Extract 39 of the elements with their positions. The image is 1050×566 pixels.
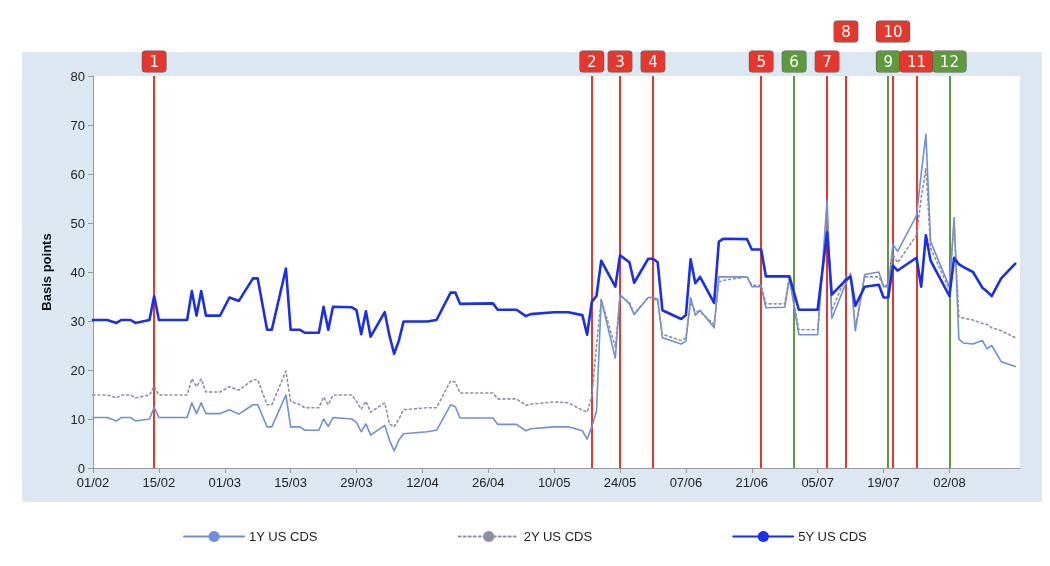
- x-tick-label: 05/07: [801, 475, 834, 490]
- ref-line-label: 7: [822, 52, 832, 71]
- y-tick-label: 70: [70, 117, 85, 133]
- y-tick-label: 40: [70, 264, 85, 280]
- y-tick-label: 0: [77, 460, 85, 476]
- ref-line-label: 11: [906, 52, 927, 71]
- y-tick-label: 30: [70, 313, 85, 329]
- x-tick-label: 26/04: [472, 475, 505, 490]
- x-tick-label: 24/05: [603, 475, 637, 490]
- y-tick-label: 50: [70, 215, 85, 231]
- legend-label: 5Y US CDS: [798, 529, 868, 544]
- ref-line-label: 8: [841, 22, 851, 41]
- x-tick-label: 02/08: [933, 475, 966, 490]
- y-tick-label: 20: [70, 362, 85, 378]
- x-tick-label: 07/06: [669, 475, 703, 490]
- x-tick-label: 15/03: [274, 475, 307, 490]
- ref-line-label: 1: [149, 52, 159, 71]
- x-tick-label: 19/07: [867, 475, 900, 490]
- ref-line-label: 2: [587, 52, 597, 71]
- y-axis-title: Basis points: [39, 233, 54, 311]
- y-tick-label: 10: [70, 411, 85, 427]
- ref-line-label: 6: [789, 52, 799, 71]
- x-tick-label: 15/02: [142, 475, 176, 490]
- ref-line-label: 10: [883, 22, 903, 41]
- x-tick-label: 29/03: [340, 475, 373, 490]
- legend-label: 1Y US CDS: [249, 529, 318, 544]
- legend-label: 2Y US CDS: [523, 529, 593, 544]
- x-tick-label: 21/06: [735, 475, 769, 490]
- x-tick-label: 01/03: [208, 475, 242, 490]
- ref-line-label: 4: [648, 52, 658, 71]
- x-tick-label: 10/05: [537, 475, 571, 490]
- x-tick-label: 01/02: [76, 475, 110, 490]
- ref-line-label: 12: [939, 52, 959, 71]
- y-tick-label: 60: [70, 166, 85, 182]
- x-tick-label: 12/04: [406, 475, 439, 490]
- ref-line-label: 5: [756, 52, 766, 71]
- ref-line-label: 3: [615, 52, 625, 71]
- ref-line-label: 9: [883, 52, 894, 71]
- y-tick-label: 80: [70, 68, 85, 84]
